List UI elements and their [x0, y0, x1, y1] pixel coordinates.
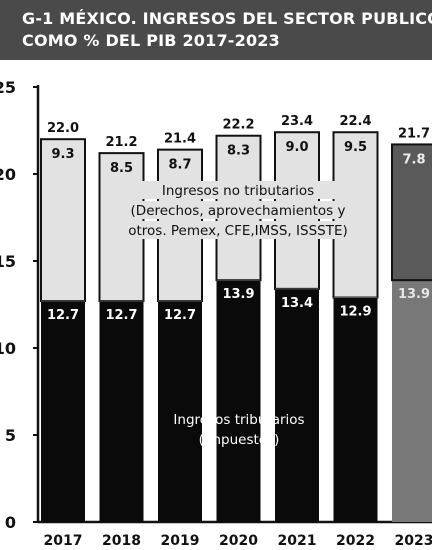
segment-value-label: 12.7 [47, 308, 79, 323]
annotation-background [130, 201, 346, 219]
segment-value-label: 7.8 [402, 152, 425, 167]
x-tick-label: 2017 [44, 533, 83, 549]
bar-segment-tributarios [158, 301, 202, 522]
segment-value-label: 12.7 [105, 308, 137, 323]
x-tick-label: 2020 [219, 533, 258, 549]
segment-value-label: 13.9 [222, 287, 254, 302]
segment-value-label: 8.7 [168, 158, 191, 173]
bar-total-label: 22.2 [222, 118, 254, 133]
annotation-tributarios-line: Ingresos tributarios [173, 412, 304, 428]
segment-value-label: 13.9 [398, 287, 430, 302]
annotation-no-tributarios-line: otros. Pemex, CFE,IMSS, ISSSTE) [128, 223, 348, 239]
x-tick-label: 2022 [336, 533, 375, 549]
bar-total-label: 21.2 [105, 135, 137, 150]
y-tick-label: 0 [5, 513, 16, 532]
segment-value-label: 8.3 [227, 144, 250, 159]
y-tick-label: 5 [5, 426, 16, 445]
bar-segment-tributarios [392, 280, 432, 522]
bar-total-label: 22.4 [339, 114, 371, 129]
chart-title-line-1: G-1 MÉXICO. INGRESOS DEL SECTOR PUBLICO [22, 9, 432, 28]
y-tick-label: 25 [0, 78, 16, 97]
segment-value-label: 8.5 [110, 161, 133, 176]
bar-segment-tributarios [41, 301, 85, 522]
x-tick-label: 2019 [161, 533, 200, 549]
annotation-no-tributarios-line: Ingresos no tributarios [162, 183, 314, 199]
x-tick-label: 2021 [278, 533, 317, 549]
y-tick-label: 15 [0, 252, 16, 271]
segment-value-label: 9.0 [285, 140, 308, 155]
annotation-tributarios-line: (Impuestos) [199, 432, 280, 448]
x-tick-label: 2023 [395, 533, 432, 549]
y-tick-label: 20 [0, 165, 16, 184]
bar-segment-tributarios [99, 301, 144, 522]
bar-total-label: 21.7 [398, 126, 430, 141]
x-tick-label: 2018 [102, 533, 141, 549]
annotation-background [130, 181, 346, 199]
bar-segment-no-tributarios [40, 138, 86, 303]
chart-title-line-2: COMO % DEL PIB 2017-2023 [22, 31, 280, 50]
annotation-background [130, 221, 346, 239]
segment-value-label: 9.5 [344, 140, 367, 155]
segment-value-label: 12.9 [339, 305, 371, 320]
bar-segment-tributarios [216, 280, 261, 522]
bar-segment-no-tributarios [391, 143, 432, 282]
segment-value-label: 13.4 [281, 296, 313, 311]
y-tick-label: 10 [0, 339, 16, 358]
annotation-no-tributarios-line: (Derechos, aprovechamientos y [131, 203, 346, 219]
segment-value-label: 12.7 [164, 308, 196, 323]
bar-total-label: 21.4 [164, 132, 196, 147]
bar-segment-tributarios [275, 288, 319, 522]
bar-total-label: 22.0 [47, 121, 79, 136]
bar-total-label: 23.4 [281, 114, 313, 129]
chart-title-box: G-1 MÉXICO. INGRESOS DEL SECTOR PUBLICO … [0, 0, 432, 60]
segment-value-label: 9.3 [51, 147, 74, 162]
bar-segment-tributarios [333, 297, 378, 522]
